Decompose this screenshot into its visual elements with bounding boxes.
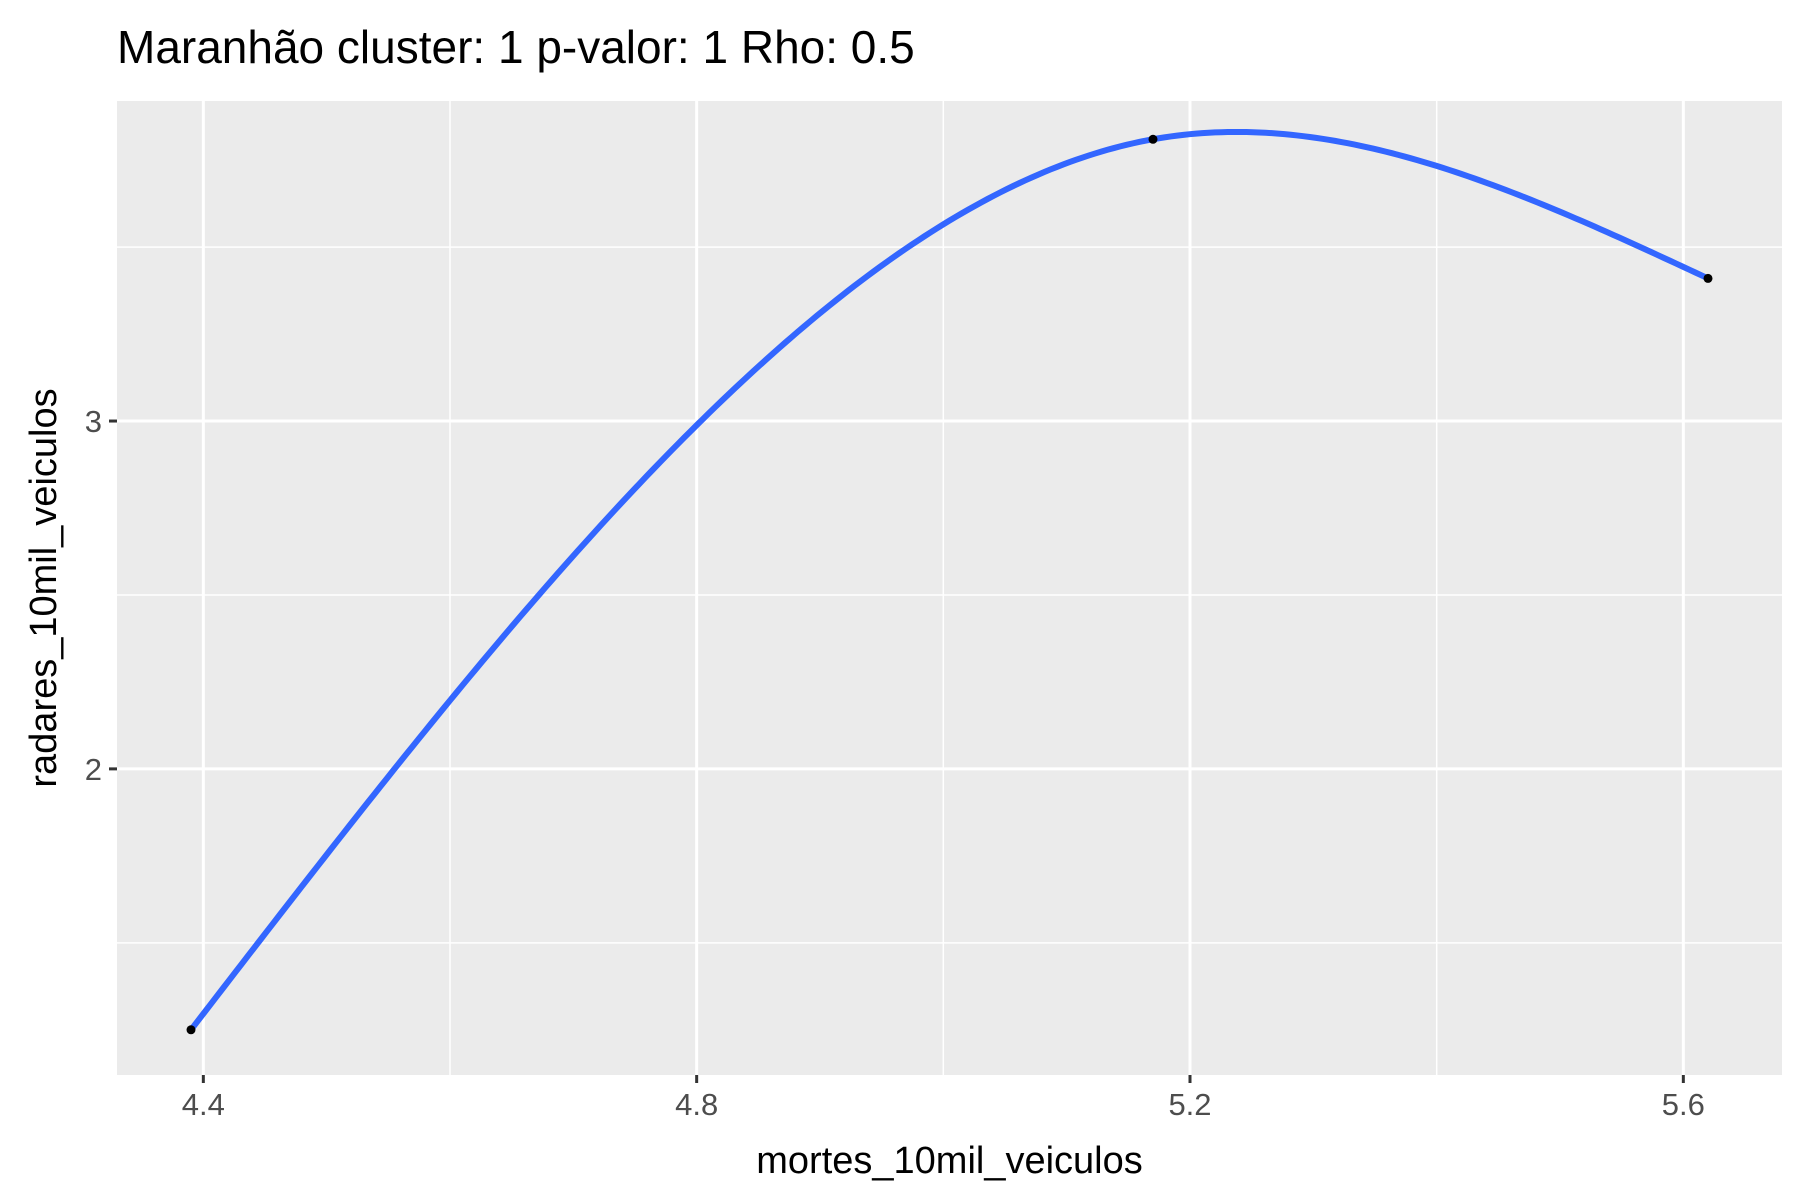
chart-title: Maranhão cluster: 1 p-valor: 1 Rho: 0.5 xyxy=(117,21,915,73)
y-axis: 23 xyxy=(85,404,117,787)
x-tick-label: 4.4 xyxy=(182,1087,225,1122)
x-axis: 4.4 4.8 5.2 5.6 xyxy=(182,1075,1705,1122)
plot-panel xyxy=(117,101,1782,1075)
y-axis-title: radares_10mil_veiculos xyxy=(23,388,65,787)
data-point xyxy=(186,1025,196,1035)
y-tick-label: 3 xyxy=(85,404,102,439)
smooth-line xyxy=(188,128,1711,1033)
data-point xyxy=(1703,273,1713,283)
data-points xyxy=(186,134,1713,1035)
x-axis-title: mortes_10mil_veiculos xyxy=(756,1140,1143,1182)
x-tick-label: 5.6 xyxy=(1662,1087,1705,1122)
x-tick-label: 5.2 xyxy=(1168,1087,1211,1122)
grid-minor xyxy=(117,101,1782,1075)
y-tick-label: 2 xyxy=(85,752,102,787)
x-tick-label: 4.8 xyxy=(675,1087,718,1122)
data-point xyxy=(1148,134,1158,144)
